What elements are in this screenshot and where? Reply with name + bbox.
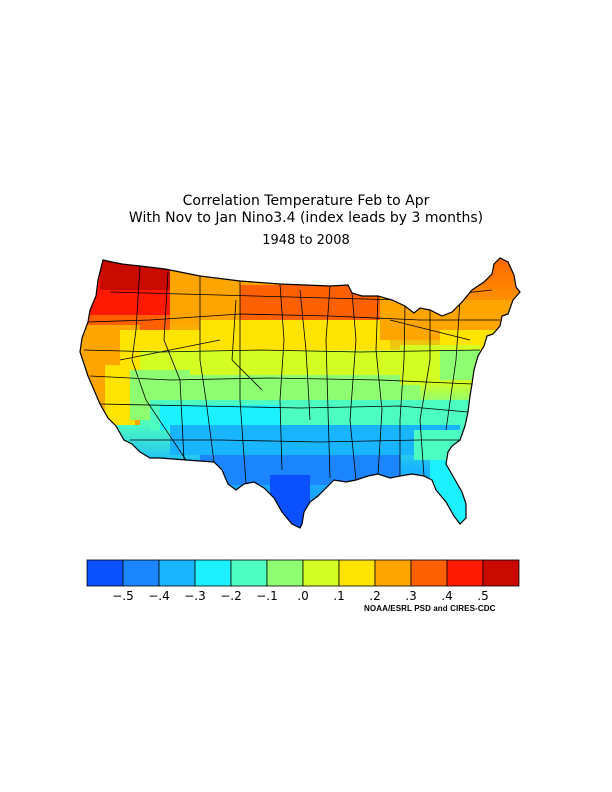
legend-swatch <box>230 559 268 587</box>
legend-tick-label: −.5 <box>112 589 134 603</box>
map-period: 1948 to 2008 <box>262 233 350 248</box>
legend-swatch <box>446 559 484 587</box>
map-subtitle: With Nov to Jan Nino3.4 (index leads by … <box>128 210 484 226</box>
legend-swatch <box>86 559 124 587</box>
legend-swatch <box>482 559 520 587</box>
credit-text: NOAA/ESRL PSD and CIRES-CDC <box>364 604 496 613</box>
legend-swatch <box>194 559 232 587</box>
legend-swatch <box>302 559 340 587</box>
legend-tick-label: −.2 <box>220 589 242 603</box>
map-title: Correlation Temperature Feb to Apr <box>182 193 430 209</box>
legend-tick-label: .3 <box>405 589 416 603</box>
legend-tick-label: −.4 <box>148 589 170 603</box>
legend-swatch <box>410 559 448 587</box>
legend-tick-label: −.3 <box>184 589 206 603</box>
legend-tick-label: −.1 <box>256 589 278 603</box>
legend-tick-label: .0 <box>297 589 308 603</box>
legend-swatch <box>122 559 160 587</box>
legend-swatch <box>338 559 376 587</box>
legend-swatch <box>266 559 304 587</box>
legend-tick-label: .4 <box>441 589 452 603</box>
legend-tick-label: .5 <box>477 589 488 603</box>
legend-swatch <box>374 559 412 587</box>
legend-tick-label: .2 <box>369 589 380 603</box>
legend-swatch <box>158 559 196 587</box>
legend-tick-label: .1 <box>333 589 344 603</box>
